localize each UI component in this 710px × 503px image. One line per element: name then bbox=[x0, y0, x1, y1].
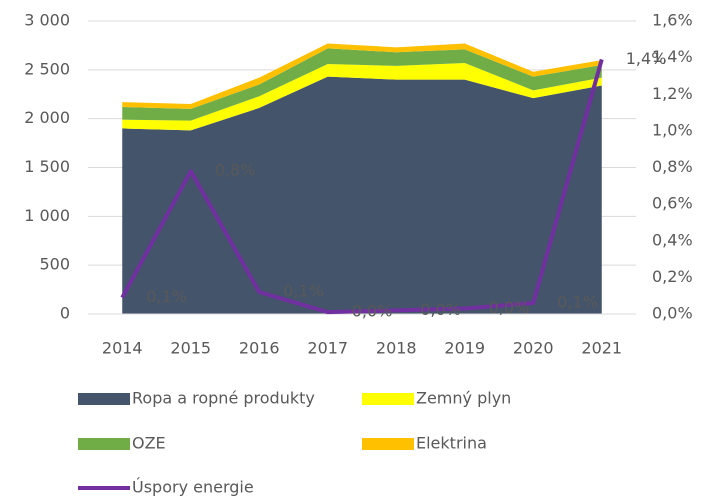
y2-tick-label: 1,0% bbox=[652, 120, 693, 139]
y2-tick-label: 0,4% bbox=[652, 230, 693, 249]
legend-swatch bbox=[78, 393, 130, 405]
area bbox=[122, 76, 602, 314]
x-tick-label: 2018 bbox=[376, 339, 417, 358]
data-label: 0,1% bbox=[283, 282, 324, 301]
y-tick-label: 1 500 bbox=[24, 157, 70, 176]
data-label: 0,0% bbox=[489, 298, 530, 317]
x-tick-label: 2015 bbox=[170, 339, 211, 358]
data-label: 1,4% bbox=[626, 49, 667, 68]
y-tick-label: 3 000 bbox=[24, 11, 70, 30]
data-label: 0,0% bbox=[420, 300, 461, 319]
y2-tick-label: 1,4% bbox=[652, 47, 693, 66]
area bbox=[122, 48, 602, 121]
y2-tick-label: 1,6% bbox=[652, 11, 693, 30]
x-tick-label: 2020 bbox=[513, 339, 554, 358]
legend-label: Elektrina bbox=[416, 434, 487, 453]
x-tick-label: 2014 bbox=[102, 339, 143, 358]
x-tick-label: 2016 bbox=[239, 339, 280, 358]
x-tick-label: 2019 bbox=[444, 339, 485, 358]
y2-tick-label: 0,0% bbox=[652, 304, 693, 323]
legend-label: Ropa a ropné produkty bbox=[132, 389, 315, 408]
legend-label: Úspory energie bbox=[132, 478, 254, 497]
legend-swatch bbox=[78, 438, 130, 450]
legend-label: Zemný plyn bbox=[416, 389, 511, 408]
y2-tick-label: 0,6% bbox=[652, 194, 693, 213]
area bbox=[122, 62, 602, 131]
x-tick-label: 2021 bbox=[581, 339, 622, 358]
y2-tick-label: 1,2% bbox=[652, 84, 693, 103]
y2-tick-label: 0,2% bbox=[652, 267, 693, 286]
x-tick-label: 2017 bbox=[307, 339, 348, 358]
data-label: 0,1% bbox=[557, 293, 598, 312]
data-label: 0,8% bbox=[215, 161, 256, 180]
line bbox=[120, 58, 604, 315]
y-tick-label: 2 500 bbox=[24, 59, 70, 78]
y-tick-label: 500 bbox=[39, 255, 70, 274]
data-label: 0,1% bbox=[146, 287, 187, 306]
legend-swatch bbox=[362, 393, 414, 405]
legend-label: OZE bbox=[132, 434, 166, 453]
y-tick-label: 2 000 bbox=[24, 108, 70, 127]
y2-tick-label: 0,8% bbox=[652, 157, 693, 176]
data-label: 0,0% bbox=[352, 302, 393, 321]
y-tick-label: 1 000 bbox=[24, 206, 70, 225]
y-tick-label: 0 bbox=[60, 304, 70, 323]
legend-swatch bbox=[362, 438, 414, 450]
